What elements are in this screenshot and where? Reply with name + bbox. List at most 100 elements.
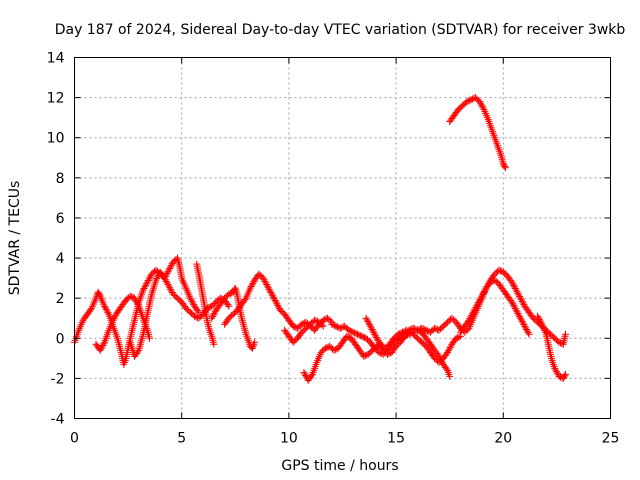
data-point — [165, 282, 173, 290]
data-point — [265, 285, 273, 293]
series-arc-8 — [300, 326, 411, 384]
data-point — [418, 324, 426, 332]
data-point — [479, 104, 487, 112]
data-point — [166, 264, 174, 272]
data-point — [345, 326, 353, 334]
data-point — [421, 326, 429, 334]
data-point — [445, 345, 453, 353]
data-point — [109, 316, 117, 324]
data-point — [210, 309, 218, 317]
data-point — [311, 316, 319, 324]
data-point — [143, 278, 151, 286]
data-point — [516, 293, 524, 301]
data-point — [374, 337, 382, 345]
data-point — [534, 312, 542, 320]
data-point — [522, 324, 530, 332]
data-point — [385, 350, 393, 358]
series-arc-2 — [92, 292, 154, 354]
data-point — [501, 164, 509, 172]
data-point — [321, 344, 329, 352]
data-point — [520, 321, 528, 329]
data-point — [267, 289, 275, 297]
data-point — [368, 325, 376, 333]
data-point — [521, 322, 529, 330]
data-point — [133, 299, 141, 307]
data-point — [515, 291, 523, 299]
data-point — [523, 327, 531, 335]
data-point — [512, 306, 520, 314]
data-point — [431, 324, 439, 332]
data-point — [96, 291, 104, 299]
data-point — [298, 320, 306, 328]
y-tick-label: 6 — [56, 211, 65, 227]
data-point — [195, 308, 203, 316]
data-point — [556, 339, 564, 347]
data-point — [134, 301, 142, 309]
data-point — [210, 340, 218, 348]
series-arc-14 — [534, 312, 569, 382]
data-point — [336, 324, 344, 332]
data-point — [268, 290, 276, 298]
series-arc-4 — [193, 260, 218, 348]
data-point — [360, 352, 368, 360]
data-point — [358, 332, 366, 340]
series-arc-6 — [221, 270, 336, 334]
data-point — [444, 347, 452, 355]
data-point — [513, 288, 521, 296]
data-point — [189, 299, 197, 307]
data-point — [205, 304, 213, 312]
data-point — [522, 325, 530, 333]
data-point — [164, 281, 172, 289]
data-point — [259, 274, 267, 282]
data-point — [269, 293, 277, 301]
y-tick-label: 14 — [47, 51, 65, 67]
data-point — [514, 289, 522, 297]
data-point — [167, 263, 175, 271]
data-point — [162, 277, 170, 285]
data-point — [209, 313, 217, 321]
data-point — [191, 312, 199, 320]
data-point — [224, 301, 232, 309]
data-point — [362, 314, 370, 322]
data-point — [478, 102, 486, 110]
data-point — [366, 321, 374, 329]
data-point — [266, 287, 274, 295]
data-point — [165, 266, 173, 274]
data-point — [414, 326, 422, 334]
y-tick-label: 2 — [56, 291, 65, 307]
data-point — [561, 370, 569, 378]
data-point — [361, 352, 369, 360]
data-point — [476, 295, 484, 303]
data-point — [193, 314, 201, 322]
data-point — [319, 316, 327, 324]
data-point — [167, 285, 175, 293]
data-point — [496, 267, 504, 275]
data-point — [144, 277, 152, 285]
data-point — [364, 317, 372, 325]
x-tick-label: 20 — [494, 431, 512, 447]
data-point — [187, 296, 195, 304]
data-point — [370, 329, 378, 337]
data-point — [371, 330, 379, 338]
data-point — [378, 343, 386, 351]
data-point — [328, 320, 336, 328]
data-point — [162, 271, 170, 279]
data-point — [553, 369, 561, 377]
data-point — [434, 326, 442, 334]
data-point — [261, 277, 269, 285]
data-point — [226, 289, 234, 297]
data-point — [435, 352, 443, 360]
data-point — [164, 268, 172, 276]
data-point — [270, 295, 278, 303]
data-point — [322, 315, 330, 323]
data-point — [241, 296, 249, 304]
data-point — [466, 315, 474, 323]
data-point — [343, 332, 351, 340]
data-point — [99, 341, 107, 349]
data-point — [331, 346, 339, 354]
data-point — [509, 300, 517, 308]
axis-ticks: 0 5 10 15 20 25 -4 -2 0 2 4 6 8 10 12 14 — [47, 51, 620, 447]
y-tick-label: 8 — [56, 171, 65, 187]
data-point — [486, 278, 494, 286]
data-point — [153, 275, 161, 283]
